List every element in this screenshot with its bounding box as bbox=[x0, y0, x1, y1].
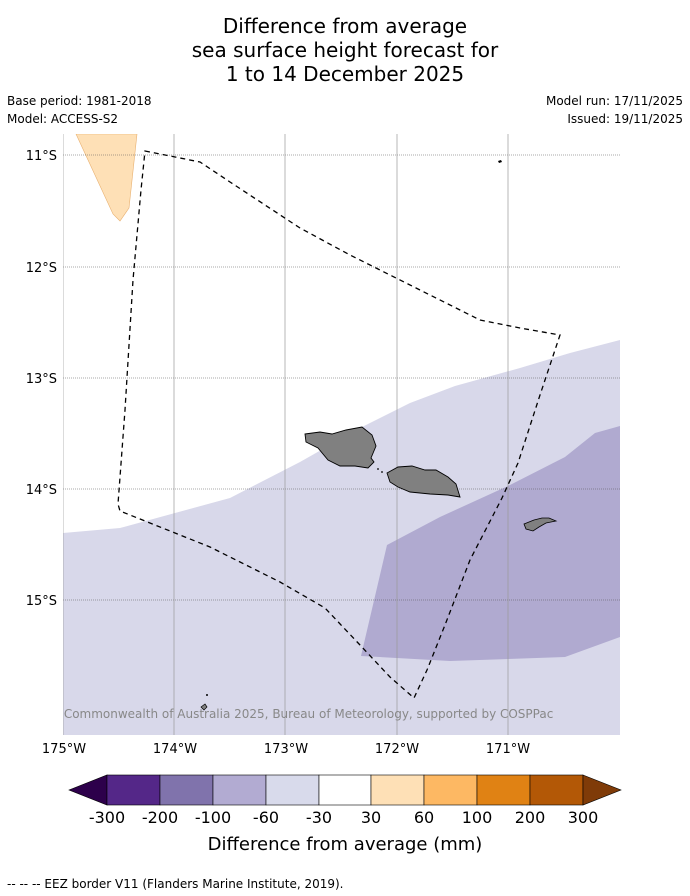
lon-label-172w: 172°W bbox=[375, 742, 419, 757]
colorbar-bin-2 bbox=[159, 774, 214, 806]
colorbar-bin-6 bbox=[370, 774, 425, 806]
colorbar-extend-low bbox=[68, 774, 108, 806]
lat-label-11s: 11°S bbox=[26, 149, 57, 164]
title-line-3: 1 to 14 December 2025 bbox=[225, 62, 465, 86]
chart-title: Difference from average sea surface heig… bbox=[0, 14, 690, 86]
colorbar-title: Difference from average (mm) bbox=[208, 834, 483, 855]
colorbar-tick: -300 bbox=[89, 808, 125, 827]
colorbar-tick: 100 bbox=[462, 808, 493, 827]
lat-label-14s: 14°S bbox=[26, 483, 57, 498]
lon-label-174w: 174°W bbox=[153, 742, 197, 757]
colorbar-bin-5 bbox=[318, 774, 372, 806]
lat-label-12s: 12°S bbox=[26, 261, 57, 276]
colorbar-bin-7 bbox=[423, 774, 478, 806]
model-run-text: Model run: 17/11/2025 bbox=[545, 94, 683, 108]
longitude-labels: 175°W 174°W 173°W 172°W 171°W bbox=[42, 742, 530, 757]
island-upolu bbox=[386, 465, 461, 498]
lon-label-175w: 175°W bbox=[42, 742, 86, 757]
title-line-1: Difference from average bbox=[222, 14, 468, 38]
island-dot-south bbox=[206, 694, 208, 696]
copyright-text: © Commonwealth of Australia 2025, Bureau… bbox=[48, 707, 553, 721]
map-plot-area: © Commonwealth of Australia 2025, Bureau… bbox=[48, 134, 620, 735]
colorbar-bin-1 bbox=[106, 774, 161, 806]
island-tutuila bbox=[523, 517, 558, 532]
colorbar-tick: 60 bbox=[414, 808, 434, 827]
lon-label-173w: 173°W bbox=[264, 742, 308, 757]
lat-label-13s: 13°S bbox=[26, 372, 57, 387]
model-text: Model: ACCESS-S2 bbox=[7, 112, 119, 126]
eez-legend-text: -- -- -- EEZ border V11 (Flanders Marine… bbox=[7, 877, 344, 891]
colorbar-bin-9 bbox=[529, 774, 584, 806]
colorbar-tick: -100 bbox=[195, 808, 231, 827]
colorbar bbox=[68, 774, 622, 806]
island-small-south bbox=[200, 703, 208, 711]
colorbar-tick: -30 bbox=[306, 808, 332, 827]
longitude-gridlines bbox=[63, 134, 509, 735]
title-line-2: sea surface height forecast for bbox=[191, 38, 499, 62]
island-small-northeast bbox=[498, 160, 502, 163]
colorbar-bin-4 bbox=[265, 774, 320, 806]
lon-label-171w: 171°W bbox=[486, 742, 530, 757]
anomaly-band-minus-60 bbox=[361, 426, 620, 661]
colorbar-tick-labels: -300 -200 -100 -60 -30 30 60 100 200 300 bbox=[89, 808, 598, 827]
latitude-gridlines bbox=[63, 154, 620, 601]
colorbar-bin-3 bbox=[212, 774, 267, 806]
colorbar-tick: 30 bbox=[361, 808, 381, 827]
eez-border bbox=[117, 150, 561, 700]
colorbar-tick: 300 bbox=[568, 808, 599, 827]
colorbar-tick: -200 bbox=[142, 808, 178, 827]
island-dot-manono bbox=[381, 471, 383, 473]
latitude-labels: 11°S 12°S 13°S 14°S 15°S bbox=[26, 149, 57, 609]
island-savaii bbox=[304, 426, 377, 469]
colorbar-extend-high bbox=[582, 774, 622, 806]
colorbar-tick: -60 bbox=[253, 808, 279, 827]
anomaly-band-plus-30 bbox=[75, 134, 138, 222]
issued-text: Issued: 19/11/2025 bbox=[567, 112, 683, 126]
colorbar-bin-8 bbox=[476, 774, 531, 806]
island-dot-apolima bbox=[377, 468, 379, 470]
base-period-text: Base period: 1981-2018 bbox=[7, 94, 152, 108]
lat-label-15s: 15°S bbox=[26, 594, 57, 609]
colorbar-tick: 200 bbox=[515, 808, 546, 827]
